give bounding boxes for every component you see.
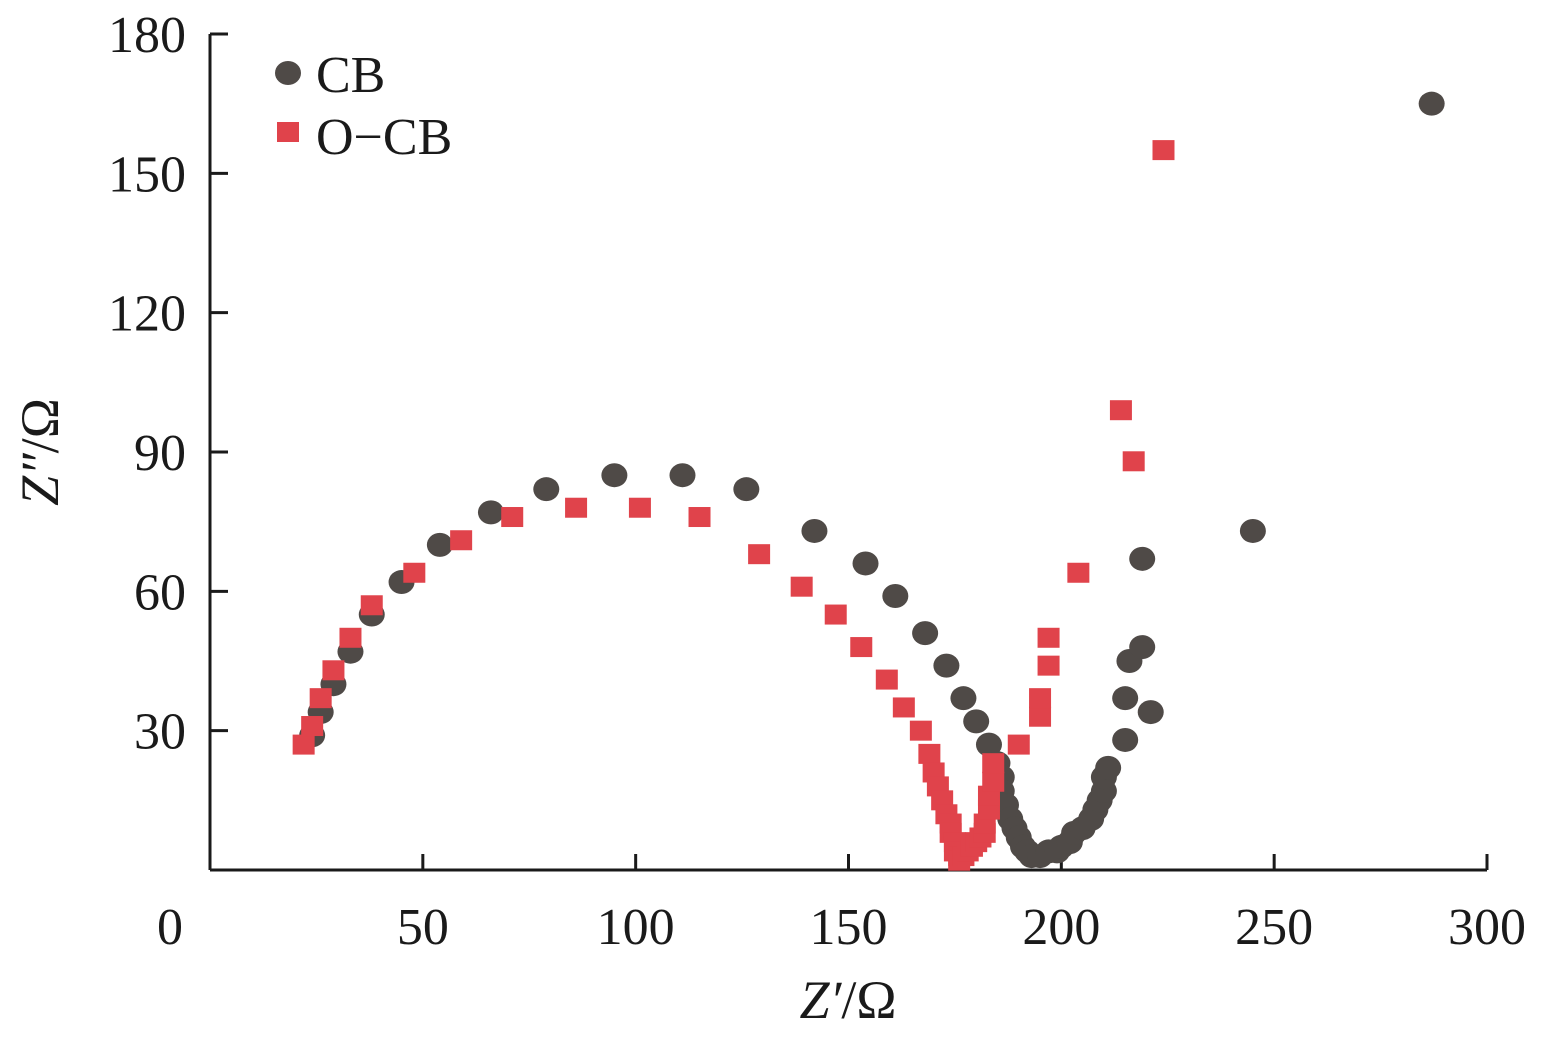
y-tick-label-90: 90 — [134, 425, 186, 482]
x-tick-label-300: 300 — [1448, 899, 1526, 956]
cb-point-49 — [1239, 518, 1266, 543]
y-tick-label-120: 120 — [108, 286, 186, 343]
y-axis-title: Z″/Ω — [10, 398, 70, 506]
x-axis-symbol: Z′ — [800, 970, 843, 1030]
o-cb-point-3 — [322, 660, 345, 681]
o-cb-point-19 — [918, 743, 941, 764]
legend-marker-cb — [275, 61, 301, 85]
cb-point-19 — [975, 732, 1002, 757]
x-tick-label-150: 150 — [810, 899, 888, 956]
x-tick-label-250: 250 — [1235, 899, 1313, 956]
x-tick-label-50: 50 — [397, 899, 449, 956]
series-cb — [299, 91, 1445, 869]
o-cb-point-9 — [565, 497, 588, 518]
cb-point-13 — [852, 551, 879, 576]
cb-point-47 — [1129, 546, 1156, 571]
cb-point-46 — [1129, 635, 1156, 660]
cb-point-44 — [1112, 686, 1139, 711]
o-cb-point-8 — [501, 507, 524, 528]
data-points — [292, 91, 1445, 871]
series-o-cb — [292, 140, 1175, 871]
x-tick-label-0: 0 — [157, 899, 183, 956]
cb-point-11 — [733, 477, 760, 502]
o-cb-point-45 — [1037, 627, 1060, 648]
tick-marks — [208, 32, 1489, 870]
o-cb-point-46 — [1067, 562, 1090, 583]
o-cb-point-1 — [301, 716, 324, 737]
o-cb-point-40 — [982, 753, 1005, 774]
cb-point-9 — [601, 463, 628, 488]
o-cb-point-48 — [1122, 451, 1145, 472]
o-cb-point-6 — [403, 562, 426, 583]
o-cb-point-2 — [309, 688, 332, 709]
o-cb-point-16 — [875, 669, 898, 690]
cb-point-14 — [882, 583, 909, 608]
o-cb-point-5 — [360, 595, 383, 616]
legend: CB O−CB — [275, 47, 452, 166]
o-cb-point-4 — [339, 627, 362, 648]
legend-marker-o-cb — [277, 122, 299, 142]
cb-point-12 — [801, 518, 828, 543]
o-cb-point-41 — [1007, 734, 1030, 755]
y-axis-symbol: Z″ — [10, 453, 70, 506]
x-tick-label-200: 200 — [1022, 899, 1100, 956]
cb-point-10 — [669, 463, 696, 488]
legend-label-o-cb: O−CB — [316, 109, 452, 166]
cb-point-42 — [1095, 755, 1122, 780]
cb-point-43 — [1112, 727, 1139, 752]
o-cb-point-11 — [688, 507, 711, 528]
cb-point-7 — [477, 500, 504, 525]
o-cb-point-43 — [1029, 688, 1052, 709]
o-cb-point-17 — [892, 697, 915, 718]
o-cb-point-39 — [982, 771, 1005, 792]
o-cb-point-13 — [790, 576, 813, 597]
cb-point-15 — [912, 621, 939, 646]
tick-labels: 0 50 100 150 200 250 300 30 60 90 120 150 180 — [108, 7, 1526, 956]
o-cb-point-7 — [450, 530, 473, 551]
o-cb-point-14 — [824, 604, 847, 625]
cb-point-17 — [950, 686, 977, 711]
o-cb-point-10 — [628, 497, 651, 518]
o-cb-point-0 — [292, 734, 315, 755]
cb-point-8 — [533, 477, 560, 502]
y-tick-label-180: 180 — [108, 7, 186, 64]
cb-point-50 — [1418, 91, 1445, 116]
y-tick-label-60: 60 — [134, 564, 186, 621]
y-tick-label-30: 30 — [134, 704, 186, 761]
o-cb-point-42 — [1029, 706, 1052, 727]
cb-point-48 — [1137, 700, 1164, 725]
o-cb-point-15 — [850, 637, 873, 658]
x-tick-label-100: 100 — [597, 899, 675, 956]
o-cb-point-18 — [909, 720, 932, 741]
y-tick-label-150: 150 — [108, 146, 186, 203]
o-cb-point-49 — [1152, 140, 1175, 161]
cb-point-16 — [933, 653, 960, 678]
cb-point-6 — [426, 532, 453, 557]
legend-label-cb: CB — [316, 47, 385, 104]
o-cb-point-12 — [748, 544, 771, 565]
cb-point-18 — [963, 709, 990, 734]
x-axis-title: Z′/Ω — [800, 970, 897, 1030]
o-cb-point-47 — [1109, 400, 1132, 421]
o-cb-point-44 — [1037, 655, 1060, 676]
y-axis-unit: /Ω — [10, 398, 70, 453]
x-axis-unit: /Ω — [841, 970, 896, 1030]
